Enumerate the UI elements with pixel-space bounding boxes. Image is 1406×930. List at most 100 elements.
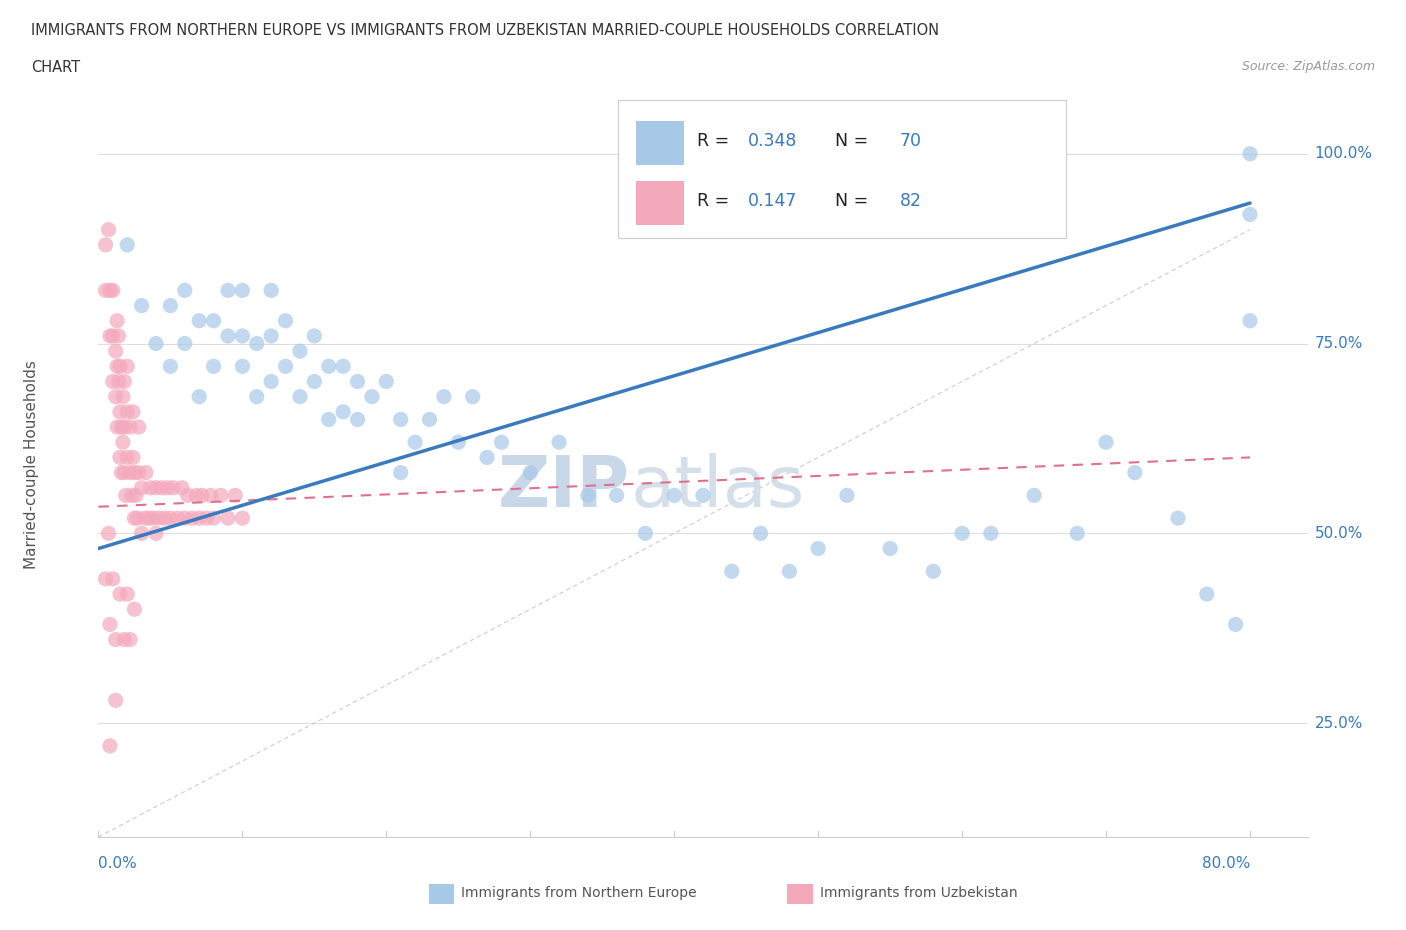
Point <box>188 390 211 405</box>
Point <box>778 564 800 578</box>
Point <box>389 465 412 480</box>
Point <box>108 359 131 374</box>
Point <box>131 299 153 313</box>
Point <box>361 390 384 405</box>
Point <box>170 480 193 495</box>
Point <box>104 693 127 708</box>
Point <box>98 328 121 343</box>
Point <box>110 465 132 480</box>
Point <box>664 488 686 503</box>
Text: 0.348: 0.348 <box>748 132 797 151</box>
Point <box>128 419 150 434</box>
Point <box>404 435 426 450</box>
Point <box>835 488 858 503</box>
Point <box>980 525 1002 540</box>
Text: 0.147: 0.147 <box>748 192 797 210</box>
Point <box>108 405 131 419</box>
Point <box>1123 465 1146 480</box>
Point <box>134 511 156 525</box>
Text: N =: N = <box>824 132 873 151</box>
Point <box>104 390 127 405</box>
Point <box>97 525 120 540</box>
Point <box>346 412 368 427</box>
FancyBboxPatch shape <box>637 121 683 166</box>
Point <box>107 374 129 389</box>
Point <box>950 525 973 540</box>
Point <box>304 328 326 343</box>
Point <box>145 480 167 495</box>
Point <box>576 488 599 503</box>
Point <box>112 374 135 389</box>
Point <box>173 336 195 351</box>
Point <box>173 511 195 525</box>
Text: R =: R = <box>697 192 735 210</box>
Point <box>260 328 283 343</box>
Text: N =: N = <box>824 192 873 210</box>
Point <box>475 450 498 465</box>
Point <box>142 511 165 525</box>
Point <box>692 488 714 503</box>
Point <box>94 283 117 298</box>
Point <box>124 602 146 617</box>
Point <box>173 283 195 298</box>
Point <box>231 359 253 374</box>
Point <box>101 374 124 389</box>
Point <box>135 465 157 480</box>
Point <box>162 480 184 495</box>
Point <box>231 283 253 298</box>
Point <box>274 313 297 328</box>
Point <box>209 488 232 503</box>
Point <box>260 374 283 389</box>
Point <box>491 435 513 450</box>
Text: 100.0%: 100.0% <box>1315 146 1372 161</box>
Point <box>181 511 204 525</box>
Point <box>1095 435 1118 450</box>
Point <box>720 564 742 578</box>
Point <box>115 237 138 252</box>
Point <box>1239 313 1261 328</box>
Point <box>112 632 135 647</box>
Point <box>749 525 772 540</box>
Point <box>111 435 134 450</box>
Point <box>138 511 160 525</box>
Point <box>124 511 146 525</box>
Point <box>159 511 181 525</box>
Point <box>217 328 239 343</box>
Point <box>166 511 188 525</box>
Point <box>274 359 297 374</box>
Point <box>1167 511 1189 525</box>
Point <box>461 390 484 405</box>
Point <box>288 344 311 359</box>
Point <box>318 359 340 374</box>
Point <box>131 480 153 495</box>
Point <box>112 465 135 480</box>
Text: Married-couple Households: Married-couple Households <box>24 361 39 569</box>
Text: 25.0%: 25.0% <box>1315 715 1364 731</box>
Point <box>107 328 129 343</box>
Point <box>195 511 218 525</box>
Point <box>111 390 134 405</box>
Point <box>191 488 214 503</box>
Text: R =: R = <box>697 132 735 151</box>
Point <box>447 435 470 450</box>
Point <box>128 465 150 480</box>
Point <box>94 237 117 252</box>
Point <box>304 374 326 389</box>
Point <box>246 336 269 351</box>
Point <box>346 374 368 389</box>
Text: IMMIGRANTS FROM NORTHERN EUROPE VS IMMIGRANTS FROM UZBEKISTAN MARRIED-COUPLE HOU: IMMIGRANTS FROM NORTHERN EUROPE VS IMMIG… <box>31 23 939 38</box>
Point <box>122 450 145 465</box>
Text: atlas: atlas <box>630 453 804 522</box>
Text: Immigrants from Northern Europe: Immigrants from Northern Europe <box>461 885 697 900</box>
Point <box>318 412 340 427</box>
Point <box>101 283 124 298</box>
Text: 75.0%: 75.0% <box>1315 336 1364 351</box>
Point <box>150 480 173 495</box>
Point <box>97 222 120 237</box>
Point <box>98 617 121 631</box>
Point <box>176 488 198 503</box>
Point <box>120 465 142 480</box>
Point <box>1225 617 1247 631</box>
Point <box>231 511 253 525</box>
Point <box>120 419 142 434</box>
